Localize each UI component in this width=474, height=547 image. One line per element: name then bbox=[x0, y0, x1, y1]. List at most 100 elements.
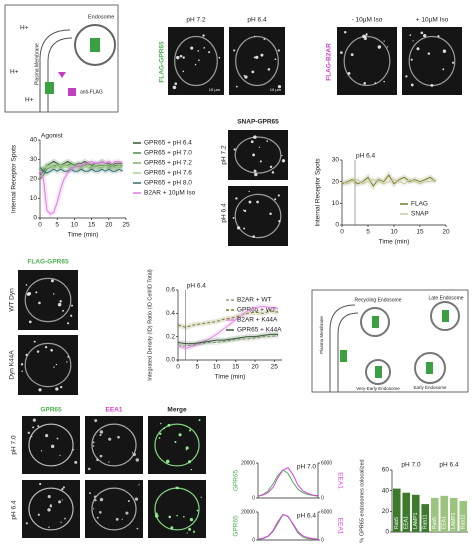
label: H+ bbox=[10, 69, 19, 76]
x-tick-label: 10 bbox=[390, 229, 398, 236]
category-label: EEA1 bbox=[442, 516, 448, 529]
puncta bbox=[172, 85, 177, 90]
category-label: EEA1 bbox=[404, 516, 410, 529]
cell-outline bbox=[24, 342, 72, 388]
puncta bbox=[134, 497, 139, 501]
puncta bbox=[442, 68, 445, 71]
micrograph bbox=[22, 416, 80, 474]
puncta bbox=[138, 484, 140, 486]
series-line bbox=[341, 178, 436, 185]
puncta bbox=[94, 419, 98, 423]
puncta bbox=[168, 515, 172, 519]
puncta bbox=[244, 75, 248, 79]
x-tick-label: 10 bbox=[71, 222, 79, 229]
puncta bbox=[182, 70, 185, 73]
diagram-a bbox=[4, 4, 119, 113]
puncta bbox=[32, 418, 36, 422]
group-label: pH 7.0 bbox=[401, 462, 421, 469]
puncta bbox=[344, 31, 347, 34]
puncta bbox=[277, 194, 280, 197]
puncta bbox=[253, 169, 257, 173]
puncta bbox=[208, 51, 211, 54]
series-line bbox=[257, 467, 319, 497]
puncta bbox=[281, 159, 286, 163]
series-line bbox=[341, 174, 436, 187]
puncta bbox=[176, 514, 178, 517]
micrograph bbox=[228, 130, 288, 180]
series-line bbox=[257, 469, 319, 497]
axis bbox=[257, 463, 319, 499]
puncta bbox=[160, 422, 162, 425]
puncta bbox=[386, 46, 389, 48]
puncta bbox=[252, 235, 255, 238]
legend-label: GPR65 + WT bbox=[237, 307, 276, 314]
puncta bbox=[350, 53, 354, 57]
puncta bbox=[155, 512, 158, 515]
puncta bbox=[60, 521, 62, 523]
series-line bbox=[39, 160, 123, 215]
puncta bbox=[48, 526, 50, 529]
x-tick-label: 15 bbox=[88, 222, 96, 229]
puncta bbox=[374, 82, 377, 85]
column-label: + 10µM Iso bbox=[416, 17, 449, 24]
y2-tick-label: 6000 bbox=[321, 460, 332, 466]
puncta bbox=[108, 437, 112, 441]
puncta bbox=[198, 419, 201, 422]
puncta bbox=[44, 345, 48, 349]
puncta bbox=[71, 304, 74, 307]
puncta bbox=[45, 434, 49, 438]
scale-label: 10 µm bbox=[270, 87, 282, 92]
puncta bbox=[59, 454, 61, 456]
puncta bbox=[88, 492, 91, 495]
row-label: pH 7.0 bbox=[11, 435, 18, 455]
y-axis-label: GPR65 bbox=[233, 469, 240, 491]
puncta bbox=[253, 135, 257, 139]
x-tick-label: 0 bbox=[340, 229, 344, 236]
label: Early Endosome bbox=[413, 385, 447, 390]
puncta bbox=[185, 449, 187, 451]
puncta bbox=[74, 460, 78, 464]
puncta bbox=[340, 51, 343, 54]
x-tick-label: 15 bbox=[416, 229, 424, 236]
y-tick-label: 0.4 bbox=[166, 310, 175, 317]
category-label: Rab11 bbox=[461, 514, 467, 529]
annotation: Agonist bbox=[41, 133, 63, 140]
y-tick-label: 0 bbox=[33, 215, 37, 222]
puncta bbox=[200, 496, 202, 498]
puncta bbox=[50, 444, 55, 449]
label: Very-Early Endosome bbox=[356, 386, 400, 391]
micrograph bbox=[85, 416, 143, 474]
axis bbox=[257, 512, 319, 541]
puncta bbox=[61, 488, 64, 491]
y-tick-label: 10 bbox=[30, 195, 38, 202]
legend-label: B2AR + 10µM Iso bbox=[144, 190, 196, 197]
puncta bbox=[277, 84, 282, 89]
puncta bbox=[47, 495, 51, 499]
y-tick-label: 10 bbox=[332, 200, 340, 207]
puncta bbox=[197, 50, 200, 52]
puncta bbox=[72, 449, 75, 451]
puncta bbox=[163, 427, 165, 430]
column-label: EEA1 bbox=[106, 407, 123, 414]
puncta bbox=[136, 527, 139, 530]
puncta bbox=[33, 340, 36, 343]
puncta bbox=[420, 31, 424, 35]
y-tick-label: 60 bbox=[382, 467, 390, 474]
puncta bbox=[174, 82, 178, 86]
puncta bbox=[179, 54, 183, 58]
y-tick-label: 0.0 bbox=[166, 357, 175, 364]
x-tick-label: 20 bbox=[251, 364, 259, 371]
x-tick-label: 25 bbox=[271, 364, 279, 371]
puncta bbox=[255, 55, 259, 59]
label: H+ bbox=[25, 97, 34, 104]
cell-outline bbox=[343, 35, 391, 87]
puncta bbox=[243, 209, 247, 213]
y-axis-label: GPR65 bbox=[233, 515, 240, 537]
puncta bbox=[251, 70, 255, 74]
cell-outline bbox=[174, 35, 218, 87]
puncta bbox=[282, 160, 285, 163]
puncta bbox=[50, 279, 54, 283]
bar bbox=[421, 504, 430, 532]
bar bbox=[459, 501, 468, 532]
column-label: GPR65 bbox=[40, 407, 62, 414]
